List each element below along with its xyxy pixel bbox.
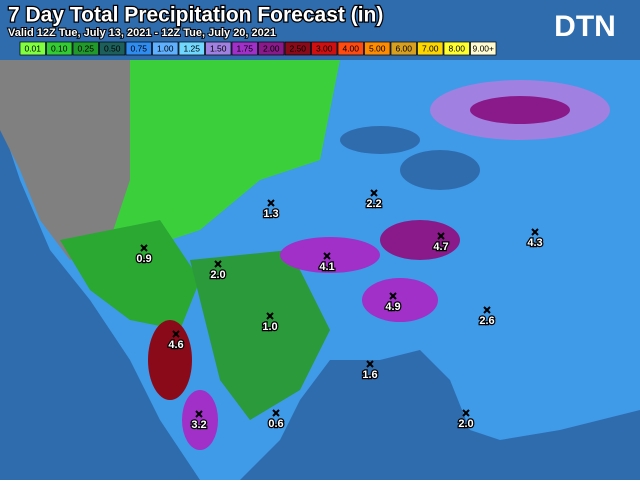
legend-label: 3.00 xyxy=(316,43,333,53)
subtitle: Valid 12Z Tue, July 13, 2021 - 12Z Tue, … xyxy=(8,27,276,39)
legend-label: 2.50 xyxy=(289,43,306,53)
point-value: 2.2 xyxy=(366,198,381,210)
legend-label: 7.00 xyxy=(422,43,439,53)
legend-swatch xyxy=(125,41,152,56)
point-marker xyxy=(214,260,222,268)
legend-label: 1.50 xyxy=(210,43,227,53)
point-value: 4.7 xyxy=(433,241,448,253)
legend-swatch xyxy=(46,41,73,56)
point-value: 4.6 xyxy=(168,339,183,351)
legend-label: 0.01 xyxy=(24,43,41,53)
point-marker xyxy=(370,189,378,197)
point-labels: 1.3 2.2 0.9 2.0 4.1 4.7 4.3 4.9 1.0 2.6 4.6 1.6 3.2 0… xyxy=(135,189,544,432)
point-value: 2.0 xyxy=(210,269,225,281)
point-marker xyxy=(195,410,203,418)
point-value: 0.9 xyxy=(136,253,151,265)
point-marker xyxy=(140,244,148,252)
point-marker xyxy=(267,199,275,207)
logo: DTN xyxy=(554,10,616,43)
legend-label: 8.00 xyxy=(448,43,465,53)
point-marker xyxy=(531,228,539,236)
legend-swatch xyxy=(470,41,497,56)
legend-label: 1.25 xyxy=(183,43,200,53)
legend-label: 1.75 xyxy=(236,43,253,53)
point-value: 1.3 xyxy=(263,208,278,220)
point-value: 0.6 xyxy=(268,418,283,430)
legend-label: 0.10 xyxy=(51,43,68,53)
land xyxy=(0,60,640,480)
legend-swatch xyxy=(311,41,338,56)
point-marker xyxy=(437,232,445,240)
point-value: 2.0 xyxy=(458,418,473,430)
legend-swatch xyxy=(19,41,46,56)
title: 7 Day Total Precipitation Forecast (in) xyxy=(8,4,383,27)
legend-label: 6.00 xyxy=(395,43,412,53)
legend-label: 0.50 xyxy=(104,43,121,53)
point-value: 4.3 xyxy=(527,237,542,249)
legend-label: 4.00 xyxy=(342,43,359,53)
legend-swatch xyxy=(205,41,232,56)
legend-swatch xyxy=(417,41,444,56)
legend-label: 5.00 xyxy=(369,43,386,53)
point-value: 1.0 xyxy=(262,321,277,333)
legend: 0.01 0.10 0.25 0.50 0.75 1.00 1.25 1.50 1.75 2.00… xyxy=(19,41,497,56)
legend-swatch xyxy=(72,41,99,56)
point-value: 1.6 xyxy=(362,369,377,381)
legend-swatch xyxy=(99,41,126,56)
legend-label: 9.00+ xyxy=(472,43,494,53)
point-value: 4.9 xyxy=(385,301,400,313)
point-marker xyxy=(266,312,274,320)
legend-swatch xyxy=(284,41,311,56)
legend-label: 2.00 xyxy=(263,43,280,53)
point-marker xyxy=(389,292,397,300)
legend-label: 0.75 xyxy=(130,43,147,53)
point-value: 4.1 xyxy=(319,261,334,273)
point-marker xyxy=(272,409,280,417)
legend-swatch xyxy=(152,41,179,56)
point-marker xyxy=(172,330,180,338)
point-marker xyxy=(483,306,491,314)
point-marker xyxy=(366,360,374,368)
legend-swatch xyxy=(443,41,470,56)
point-value: 3.2 xyxy=(191,419,206,431)
legend-label: 1.00 xyxy=(157,43,174,53)
legend-swatch xyxy=(364,41,391,56)
point-marker xyxy=(462,409,470,417)
legend-swatch xyxy=(231,41,258,56)
point-value: 2.6 xyxy=(479,315,494,327)
legend-swatch xyxy=(337,41,364,56)
legend-swatch xyxy=(390,41,417,56)
legend-swatch xyxy=(258,41,285,56)
point-marker xyxy=(323,252,331,260)
legend-swatch xyxy=(178,41,205,56)
legend-label: 0.25 xyxy=(77,43,94,53)
